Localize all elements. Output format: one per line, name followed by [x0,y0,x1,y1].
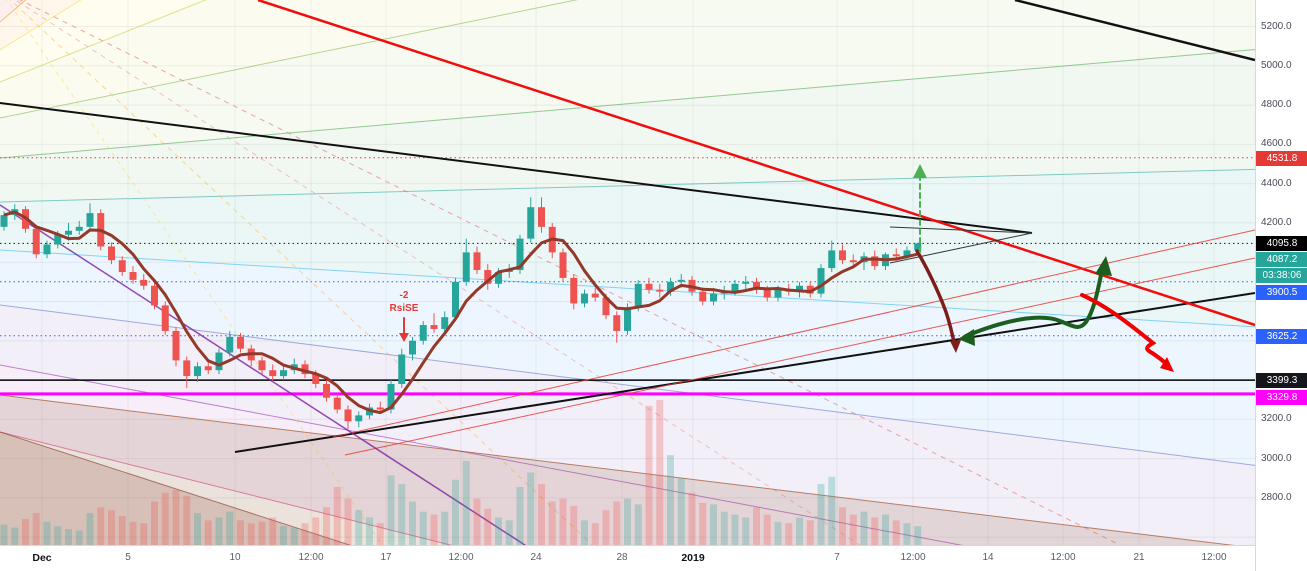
time-tick-label: 12:00 [1201,552,1227,563]
time-tick-label: 28 [616,552,628,563]
ma-line [3,210,919,415]
time-tick-label: 12:00 [448,552,474,563]
ma [3,210,919,415]
time-tick-label: 7 [834,552,840,563]
price-chip[interactable]: 4087.2 [1256,251,1307,267]
price-tick-label: 4800.0 [1261,99,1292,111]
volume [0,400,922,545]
time-tick-label: 24 [530,552,542,563]
dashed-fan [6,0,1121,545]
price-chip[interactable]: 03:38:06 [1256,267,1307,283]
time-tick-label: Dec [32,552,52,564]
chart-canvas[interactable]: -2 RsiSE [0,0,1255,545]
wedge [0,394,1235,545]
price-chip[interactable]: 3399.3 [1256,372,1307,388]
price-tick-label: 4400.0 [1261,177,1292,189]
time-tick-label: 21 [1133,552,1145,563]
price-tick-label: 5000.0 [1261,59,1292,71]
chart-svg: -2 RsiSE [0,0,1255,545]
price-tick-label: 3200.0 [1261,413,1292,425]
time-tick-label: 14 [982,552,994,563]
price-chip[interactable]: 3900.5 [1256,284,1307,300]
time-axis[interactable]: Dec 5 10 12:00 17 12:00 24 28 2019 7 12:00 14 12:00 2… [0,545,1255,571]
price-chip[interactable]: 3625.2 [1256,328,1307,344]
price-chip[interactable]: 3329.8 [1256,389,1307,405]
time-tick-label: 10 [229,552,241,563]
time-tick-label: 2019 [681,552,705,564]
trend-lines [0,0,1255,545]
svg-text:-2: -2 [400,290,409,301]
time-tick-label: 12:00 [1050,552,1076,563]
price-tick-label: 4600.0 [1261,138,1292,150]
fib-fan [0,0,1255,545]
price-chip[interactable]: 4531.8 [1256,150,1307,166]
price-tick-label: 2800.0 [1261,491,1292,503]
time-tick-label: 12:00 [298,552,324,563]
time-tick-label: 17 [380,552,392,563]
price-axis[interactable]: 5200.0 5000.0 4800.0 4600.0 4400.0 4200.0 3200… [1255,0,1307,571]
svg-text:RsiSE: RsiSE [390,303,419,314]
price-tick-label: 5200.0 [1261,20,1292,32]
price-tick-label: 4200.0 [1261,216,1292,228]
annotations: -2 RsiSE [390,164,1174,372]
time-tick-label: 12:00 [900,552,926,563]
price-chip[interactable]: 4095.8 [1256,235,1307,251]
time-tick-label: 5 [125,552,131,563]
price-tick-label: 3000.0 [1261,452,1292,464]
